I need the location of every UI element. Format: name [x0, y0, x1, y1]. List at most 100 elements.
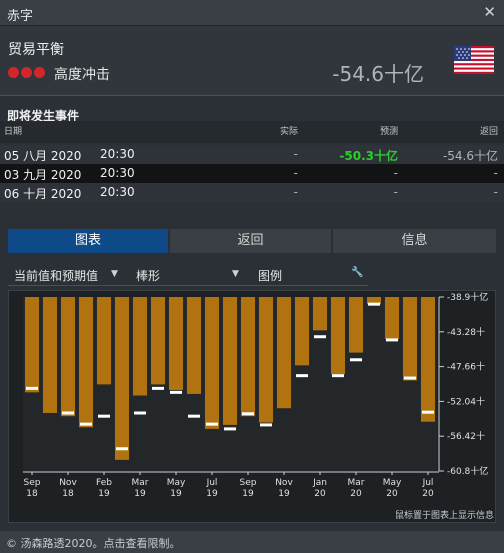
expected-marker [97, 414, 111, 418]
expected-marker [25, 386, 39, 390]
expected-marker [367, 302, 381, 306]
table-row[interactable]: 06 十月 2020 20:30 - - - [0, 183, 504, 202]
event-time: 20:30 [100, 166, 135, 180]
impact-dot-icon [8, 67, 19, 78]
y-tick-label: -47.66十 [447, 361, 485, 373]
x-tick-year: 18 [26, 489, 38, 499]
chart-bar [96, 297, 112, 385]
y-tick-label: -60.8十亿 [447, 465, 488, 477]
chart-bar [366, 297, 382, 305]
chart-bar [150, 297, 166, 385]
chart-bar [348, 297, 364, 353]
x-tick-month: Nov [275, 478, 293, 488]
footer: © 汤森路透2020。点击查看限制。 [0, 531, 504, 553]
close-icon[interactable]: ✕ [483, 3, 496, 21]
chart-bar [294, 297, 310, 366]
chart-bar [402, 297, 418, 381]
wrench-icon[interactable]: 🔧 [351, 267, 364, 278]
col-previous: 返回 [479, 127, 498, 137]
event-forecast: - [393, 166, 398, 180]
expected-marker [331, 374, 345, 378]
chart-bar [312, 297, 328, 331]
x-tick-month: Jul [422, 478, 434, 488]
chart-panel: -38.9十亿 -43.28十 -47.66十 -52.04十 -56.42十 -60.8… [8, 290, 496, 523]
table-row[interactable]: 05 八月 2020 20:30 - -50.3十亿 -54.6十亿 [0, 145, 504, 164]
x-tick-year: 20 [314, 489, 326, 499]
legend-button[interactable]: 图例 [258, 269, 283, 283]
y-tick-label: -38.9十亿 [447, 291, 488, 303]
x-tick-year: 18 [62, 489, 74, 499]
tab-previous[interactable]: 返回 [170, 229, 331, 253]
chart-bar [222, 297, 238, 425]
x-tick-month: Mar [348, 478, 365, 488]
x-tick-year: 19 [278, 489, 290, 499]
chart-bar [78, 297, 94, 428]
x-tick-month: Sep [24, 478, 41, 488]
window-titlebar: 赤字 ✕ [0, 0, 504, 26]
event-date: 03 九月 2020 [4, 168, 82, 182]
expected-marker [79, 422, 93, 426]
event-actual: - [293, 147, 298, 161]
impact-label: 高度冲击 [54, 67, 110, 83]
expected-marker [151, 386, 165, 390]
expected-marker [313, 335, 327, 339]
chart-controls: 当前值和预期值 ▼ 棒形 ▼ 图例 🔧 [8, 264, 368, 286]
event-time: 20:30 [100, 185, 135, 199]
expected-marker [295, 374, 309, 378]
y-tick-label: -52.04十 [447, 395, 485, 407]
chart-bar [168, 297, 184, 390]
x-tick-year: 19 [242, 489, 254, 499]
x-tick-year: 19 [98, 489, 110, 499]
event-actual: - [293, 185, 298, 199]
expected-marker [169, 390, 183, 394]
x-tick-month: Feb [96, 478, 112, 488]
y-tick-label: -56.42十 [447, 430, 485, 442]
impact-dot-icon [34, 67, 45, 78]
chevron-down-icon[interactable]: ▼ [111, 269, 118, 279]
expected-marker [223, 427, 237, 431]
tab-chart[interactable]: 图表 [8, 229, 168, 253]
chart-bar [258, 297, 274, 423]
event-previous: -54.6十亿 [442, 149, 498, 163]
col-forecast: 预测 [379, 127, 398, 137]
expected-marker [133, 411, 147, 415]
x-tick-month: Mar [132, 478, 149, 488]
indicator-name: 贸易平衡 [8, 42, 64, 58]
event-forecast: -50.3十亿 [339, 149, 398, 163]
window-title: 赤字 [7, 9, 34, 24]
event-actual: - [293, 166, 298, 180]
tab-info[interactable]: 信息 [333, 229, 496, 253]
events-header: 即将发生事件 日期 实际 预测 返回 [0, 104, 504, 144]
event-forecast: - [393, 185, 398, 199]
chart-bar [24, 297, 40, 393]
expected-marker [61, 411, 75, 415]
expected-marker [205, 422, 219, 426]
chart-bar [42, 297, 58, 413]
chart-bar [132, 297, 148, 396]
chart-bar [330, 297, 346, 375]
events-column-headers: 日期 实际 预测 返回 [0, 121, 504, 143]
copyright-link[interactable]: © 汤森路透2020。点击查看限制。 [6, 537, 181, 550]
chart-bar [240, 297, 256, 417]
trade-balance-chart[interactable]: -38.9十亿 -43.28十 -47.66十 -52.04十 -56.42十 -60.8… [9, 291, 495, 501]
x-tick-year: 19 [170, 489, 182, 499]
event-date: 06 十月 2020 [4, 187, 82, 201]
chart-type-dropdown[interactable]: 棒形 [136, 269, 161, 283]
latest-value: -54.6十亿 [332, 62, 424, 86]
x-tick-year: 20 [386, 489, 398, 499]
mode-dropdown[interactable]: 当前值和预期值 [14, 269, 99, 283]
x-tick-month: Jan [312, 478, 327, 488]
impact-dots [8, 67, 47, 81]
chart-bar [420, 297, 436, 422]
events-section-title: 即将发生事件 [7, 109, 80, 123]
chevron-down-icon[interactable]: ▼ [232, 269, 239, 279]
event-date: 05 八月 2020 [4, 149, 82, 163]
chart-bar [384, 297, 400, 340]
chart-bar [276, 297, 292, 409]
table-row[interactable]: 03 九月 2020 20:30 - - - [0, 164, 504, 183]
chart-hint: 鼠标置于图表上显示信息 [394, 511, 494, 521]
expected-marker [349, 358, 363, 362]
expected-marker [241, 412, 255, 416]
expected-marker [187, 414, 201, 418]
chart-bar [186, 297, 202, 394]
